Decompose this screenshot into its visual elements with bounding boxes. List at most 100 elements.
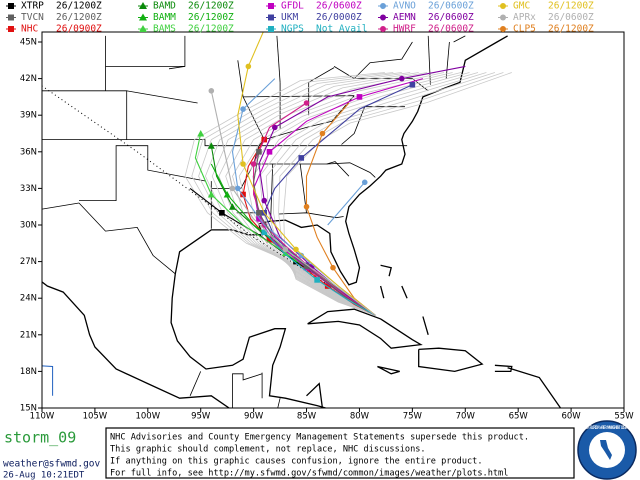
- border: [189, 371, 202, 396]
- track-marker: [303, 203, 310, 210]
- coastline: [401, 285, 408, 299]
- track-marker: [319, 130, 326, 137]
- coastline: [377, 365, 400, 375]
- map-frame: [41, 31, 625, 409]
- track-marker: [229, 185, 236, 192]
- track-marker: [245, 63, 252, 70]
- track-marker: [240, 191, 246, 198]
- lon-label: 80W: [350, 412, 370, 422]
- ensemble-track: [259, 72, 479, 316]
- legend-marker: [139, 2, 147, 9]
- coastline: [379, 285, 385, 299]
- legend-marker: [380, 3, 386, 9]
- border: [427, 35, 431, 85]
- model-track: [237, 32, 376, 316]
- legend-marker: [8, 26, 14, 32]
- logo-florida: [600, 440, 612, 460]
- legend-marker: [268, 14, 274, 21]
- border: [264, 95, 355, 140]
- track-marker: [234, 185, 241, 192]
- track-marker: [398, 75, 405, 82]
- track-marker: [228, 203, 236, 210]
- track-marker: [261, 229, 268, 236]
- coastline: [418, 347, 484, 373]
- track-marker: [409, 81, 416, 88]
- legend-name: TVCN: [21, 12, 44, 23]
- border: [445, 41, 450, 79]
- border: [300, 162, 376, 178]
- legend-time: 26/0900Z: [56, 24, 102, 35]
- lon-label: 55W: [614, 412, 634, 422]
- lon-label: 85W: [297, 412, 317, 422]
- track-marker: [256, 210, 262, 216]
- track-marker: [208, 88, 215, 94]
- border: [42, 202, 80, 210]
- lon-label: 95W: [191, 412, 211, 422]
- legend-time: 26/1200Z: [548, 1, 594, 12]
- legend-time: 26/1200Z: [548, 24, 594, 35]
- track-marker: [250, 161, 257, 167]
- coastline: [507, 367, 562, 408]
- map-area: [42, 32, 562, 408]
- border: [333, 41, 413, 80]
- legend-marker: [500, 26, 506, 32]
- model-track: [305, 102, 376, 316]
- track-marker: [272, 124, 278, 131]
- ensemble-track: [245, 72, 462, 316]
- email: weather@sfwmd.gov: [3, 459, 101, 470]
- track-marker: [314, 271, 320, 277]
- lat-label: 24N: [20, 294, 37, 304]
- lat-label: 39N: [20, 111, 37, 121]
- border: [277, 398, 281, 408]
- legend-time: 26/0600Z: [316, 1, 362, 12]
- notice-line: NHC Advisories and County Emergency Mana…: [110, 433, 529, 443]
- track-marker: [207, 142, 215, 149]
- ensemble-track: [278, 72, 504, 316]
- legend-name: UKM: [281, 12, 298, 23]
- lon-label: 60W: [561, 412, 581, 422]
- track-marker: [240, 106, 246, 112]
- track-marker: [324, 283, 331, 289]
- lat-label: 36N: [20, 147, 37, 157]
- border: [42, 139, 408, 147]
- legend-name: BAMD: [153, 1, 176, 12]
- legend-name: NGPS: [281, 24, 304, 35]
- ensemble-track: [232, 72, 445, 316]
- legend-name: CLP5: [513, 24, 536, 35]
- track-marker: [281, 249, 289, 257]
- track-marker: [298, 252, 305, 259]
- track-marker: [356, 94, 363, 100]
- legend-time: 26/0600Z: [428, 12, 474, 23]
- track-marker: [303, 100, 310, 106]
- track-marker: [298, 155, 305, 161]
- legend-marker: [380, 26, 386, 32]
- legend-marker: [500, 14, 506, 21]
- notice-box: [105, 427, 575, 479]
- border: [276, 35, 281, 83]
- track-marker: [330, 264, 336, 271]
- legend-time: 26/0600Z: [428, 24, 474, 35]
- legend-marker: [8, 14, 14, 21]
- ensemble-track: [272, 72, 496, 316]
- legend-name: AEMN: [393, 12, 416, 23]
- notice-line: If anything on this graphic causes confu…: [110, 457, 483, 467]
- legend-name: XTRP: [21, 1, 44, 12]
- border: [326, 161, 350, 177]
- track-marker: [266, 236, 273, 243]
- storm-id: storm_09: [4, 429, 76, 447]
- track-marker: [197, 130, 205, 137]
- track-marker: [240, 161, 246, 167]
- timestamp: 26-Aug 10:21EDT: [3, 471, 85, 480]
- model-track: [327, 181, 366, 226]
- lat-label: 33N: [20, 184, 37, 194]
- track-marker: [261, 197, 268, 204]
- track-marker: [207, 191, 215, 198]
- legend-time: 26/1200Z: [56, 1, 102, 12]
- border: [453, 35, 466, 43]
- legend-marker: [380, 14, 386, 21]
- legend-time: 26/1200Z: [188, 1, 234, 12]
- legend-marker: [8, 3, 14, 9]
- track-marker: [361, 179, 368, 186]
- border: [278, 212, 344, 219]
